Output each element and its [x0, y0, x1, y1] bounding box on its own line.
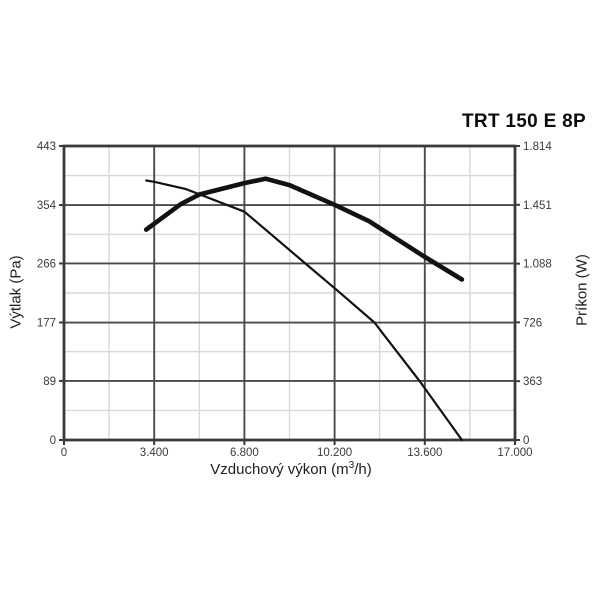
x-tick-label: 10.200 — [317, 447, 352, 459]
x-axis-label: Vzduchový výkon (m3/h) — [210, 460, 371, 478]
chart-title: TRT 150 E 8P — [462, 111, 586, 132]
y-left-tick-label: 354 — [37, 200, 57, 212]
y-right-tick-label: 1.088 — [523, 259, 552, 271]
x-tick-label: 6.800 — [230, 447, 259, 459]
y-right-tick-label: 1.814 — [523, 141, 552, 153]
y-left-tick-label: 266 — [37, 258, 56, 270]
y-right-tick-label: 0 — [523, 435, 529, 447]
x-axis-label-prefix: Vzduchový výkon (m — [210, 461, 349, 478]
y-right-tick-label: 1.451 — [523, 200, 552, 212]
y-left-axis-label: Výtlak (Pa) — [7, 255, 25, 329]
x-axis-label-suffix: /h) — [354, 461, 372, 478]
x-tick-label: 3.400 — [140, 447, 169, 459]
y-left-tick-label: 177 — [37, 318, 56, 330]
y-right-tick-label: 726 — [523, 317, 542, 329]
y-left-tick-label: 443 — [37, 141, 56, 153]
x-tick-label: 13.600 — [407, 447, 442, 459]
power-curve — [143, 176, 465, 282]
x-tick-label: 17.000 — [497, 447, 532, 459]
y-right-axis-label: Príkon (W) — [573, 254, 591, 326]
x-tick-label: 0 — [61, 447, 67, 459]
y-left-tick-label: 89 — [43, 376, 56, 388]
axis-border — [62, 144, 517, 442]
y-right-tick-label: 363 — [523, 376, 542, 388]
x-axis-label-superscript: 3 — [348, 460, 355, 471]
y-left-tick-label: 0 — [50, 435, 56, 447]
pressure-curve — [145, 179, 463, 442]
